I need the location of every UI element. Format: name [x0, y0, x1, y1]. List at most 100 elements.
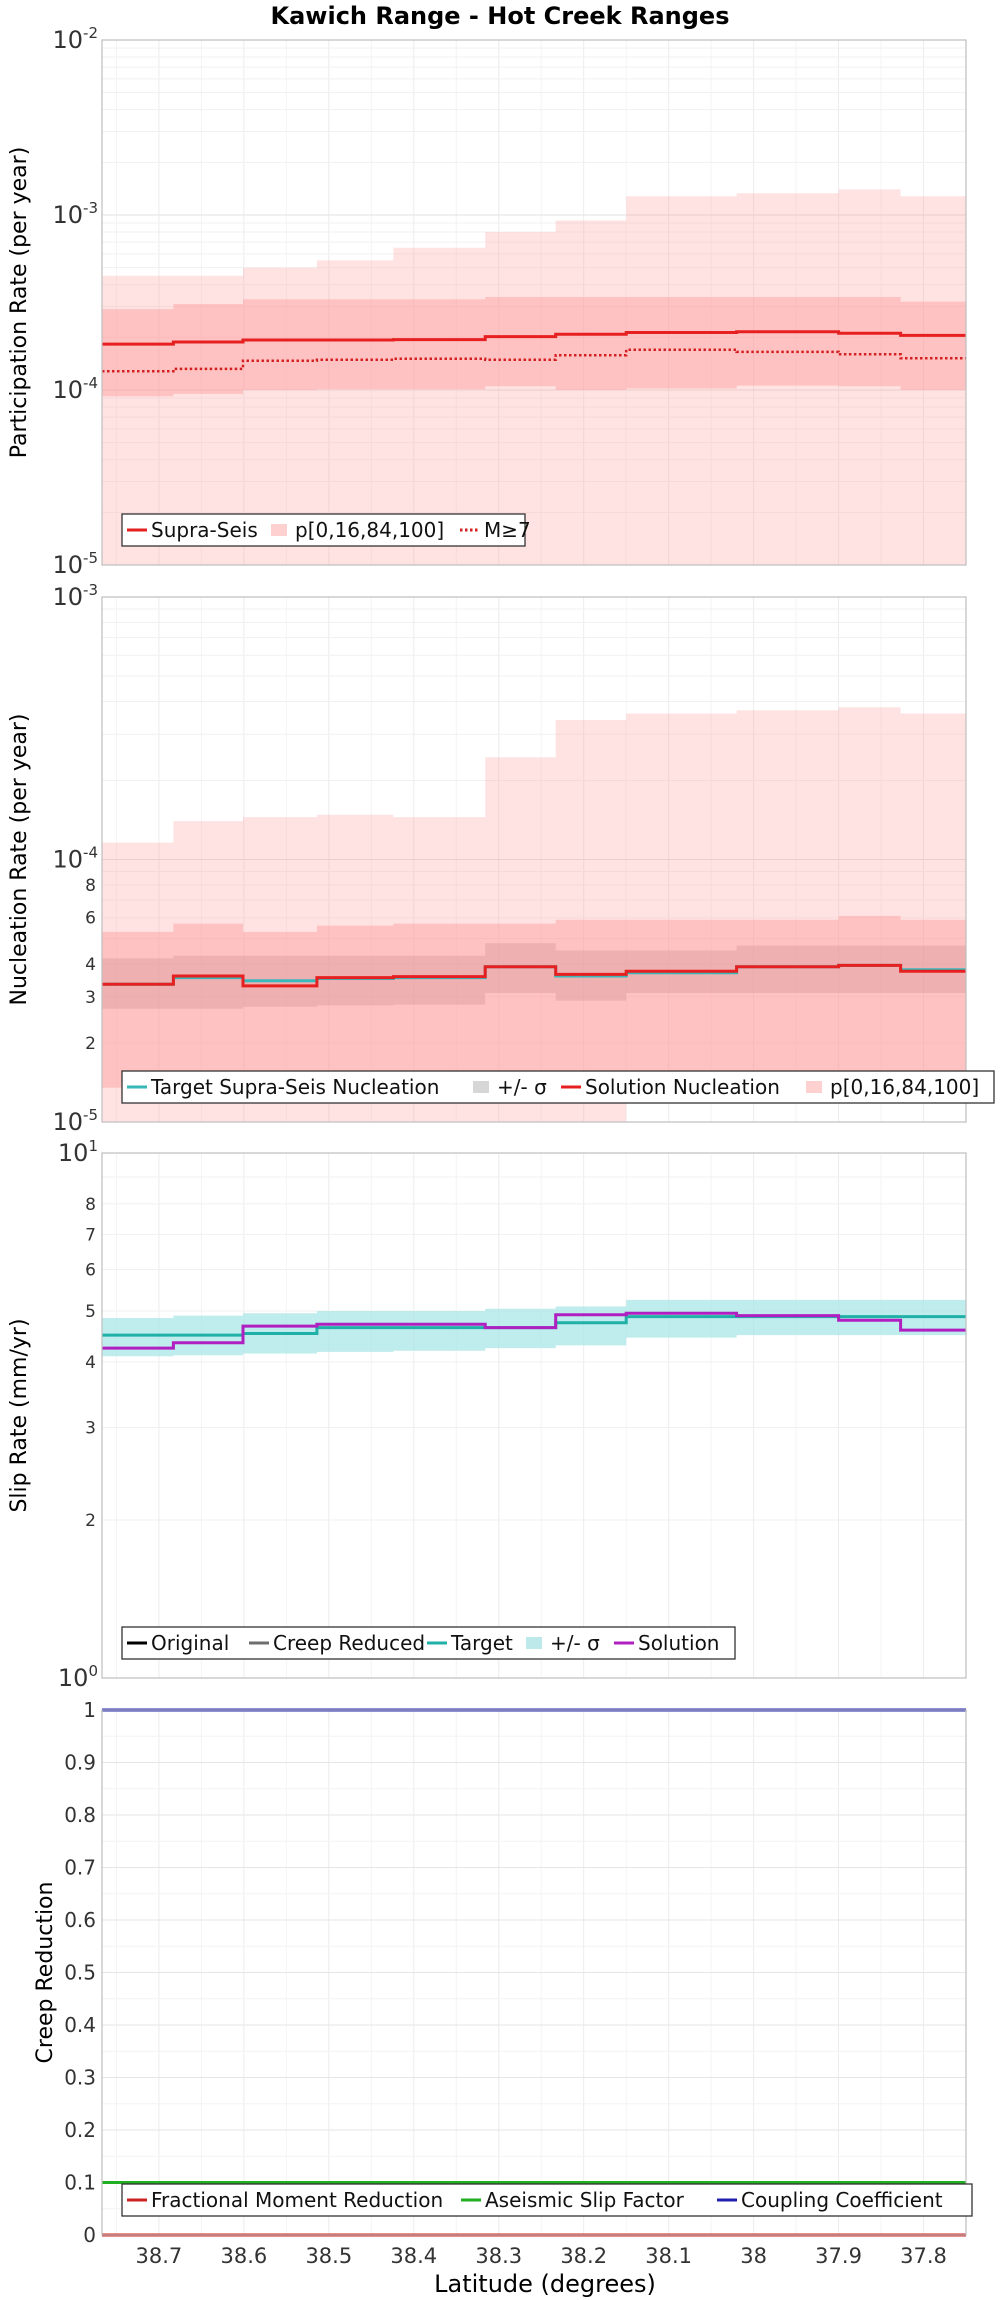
y-tick-label-minor: 3	[85, 988, 96, 1008]
legend-swatch	[526, 1637, 542, 1649]
legend-label: p[0,16,84,100]	[295, 518, 444, 542]
y-tick-label: 0.6	[64, 1908, 96, 1932]
y-tick-label-minor: 7	[85, 1225, 96, 1245]
legend-label: Solution Nucleation	[585, 1075, 780, 1099]
plot-frame	[101, 1709, 967, 2236]
grid	[102, 597, 966, 1122]
legend-swatch	[271, 524, 287, 536]
grid	[102, 1153, 966, 1678]
y-tick-labels: 10-5 10-4 10-3 10-2	[52, 24, 98, 579]
plot-frame	[101, 596, 967, 1123]
band-p-0-16-84-100-	[102, 189, 966, 565]
legend-label: Supra-Seis	[151, 518, 258, 542]
x-tick-labels: 38.7 38.6 38.5 38.4 38.3 38.2 38.1 38 37.9 37.8	[136, 2244, 947, 2268]
grid	[102, 1709, 966, 2236]
y-tick-labels: 100 101 2 3 4 5 6 7 8	[58, 1137, 98, 1692]
y-tick-label-minor: 2	[85, 1511, 96, 1531]
legend-label: p[0,16,84,100]	[830, 1075, 979, 1099]
y-tick-label: 100	[58, 1662, 98, 1692]
legend-box	[121, 1070, 995, 1104]
legend-box	[121, 513, 526, 547]
legend-box	[121, 2183, 973, 2217]
y-tick-label: 0.7	[64, 1856, 96, 1880]
band-p-0-16-84-100-	[102, 707, 966, 1122]
legend-label: +/- σ	[550, 1631, 600, 1655]
legend-swatch	[473, 1081, 489, 1093]
panel-4: 0 0.1 0.2 0.3 0.4 0.5 0.6 0.7 0.8 0.9 1 Creep Reduc…	[33, 1698, 973, 2268]
band-inner	[102, 915, 966, 1088]
y-tick-label-minor: 6	[85, 1260, 96, 1280]
y-tick-labels: 10-5 10-4 10-3 2 3 4 6 8	[52, 581, 98, 1136]
legend-label: Creep Reduced	[273, 1631, 425, 1655]
y-tick-label: 10-4	[52, 844, 98, 874]
chart-panels: 10-5 10-4 10-3 10-2 Participation Rate (per …	[7, 24, 995, 2268]
y-axis-label: Nucleation Rate (per year)	[7, 714, 32, 1006]
y-tick-label: 10-3	[52, 581, 98, 611]
y-tick-label: 0.8	[64, 1803, 96, 1827]
x-tick-label: 38.2	[560, 2244, 607, 2268]
band-inner	[102, 297, 966, 397]
panel-1: 10-5 10-4 10-3 10-2 Participation Rate (per …	[7, 24, 967, 579]
y-tick-label-minor: 8	[85, 1195, 96, 1215]
y-tick-label: 0.5	[64, 1961, 96, 1985]
y-tick-label-minor: 4	[85, 955, 96, 975]
panel-3: 100 101 2 3 4 5 6 7 8 Slip Rate (mm/yr) Original Cr…	[7, 1137, 967, 1692]
x-tick-label: 37.9	[815, 2244, 862, 2268]
y-axis-label: Creep Reduction	[33, 1882, 58, 2064]
x-tick-label: 38.7	[136, 2244, 183, 2268]
x-tick-label: 38.5	[305, 2244, 352, 2268]
y-tick-label: 101	[58, 1137, 98, 1167]
plot-frame	[101, 39, 967, 566]
y-tick-label-minor: 3	[85, 1419, 96, 1439]
panel-2: 10-5 10-4 10-3 2 3 4 6 8 Nucleation Rate (per ye…	[7, 581, 995, 1136]
plot-area	[102, 1153, 966, 1678]
y-tick-label-minor: 2	[85, 1034, 96, 1054]
legend-label: Solution	[638, 1631, 719, 1655]
y-tick-label: 0.3	[64, 2066, 96, 2090]
legend: Original Creep Reduced Target +/- σ Solution	[121, 1626, 736, 1660]
legend-label: Coupling Coefficient	[741, 2188, 943, 2212]
x-tick-label: 38.1	[645, 2244, 692, 2268]
y-tick-labels: 0 0.1 0.2 0.3 0.4 0.5 0.6 0.7 0.8 0.9 1	[64, 1698, 96, 2247]
y-tick-label: 0.9	[64, 1751, 96, 1775]
x-axis-label: Latitude (degrees)	[434, 2270, 656, 2298]
y-axis-label: Participation Rate (per year)	[7, 147, 32, 459]
x-tick-label: 38.6	[220, 2244, 267, 2268]
y-tick-label: 10-2	[52, 24, 98, 54]
y-axis-label: Slip Rate (mm/yr)	[7, 1318, 32, 1512]
x-tick-label: 37.8	[900, 2244, 947, 2268]
legend-label: Aseismic Slip Factor	[485, 2188, 685, 2212]
x-tick-label: 38.4	[390, 2244, 437, 2268]
legend-label: +/- σ	[497, 1075, 547, 1099]
grid	[102, 40, 966, 565]
y-tick-label-minor: 4	[85, 1353, 96, 1373]
legend-label: M≥7	[484, 518, 531, 542]
y-tick-label-minor: 5	[85, 1302, 96, 1322]
plot-area	[102, 40, 966, 565]
series-line-supra-seis	[102, 330, 966, 346]
plot-frame	[101, 1152, 967, 1679]
y-tick-label: 0.4	[64, 2013, 96, 2037]
series-line-solution-nucleation	[102, 963, 966, 988]
series-line-solution	[102, 1311, 966, 1350]
series-line-m-7	[102, 348, 966, 373]
y-tick-label-minor: 8	[85, 876, 96, 896]
legend: Supra-Seis p[0,16,84,100] M≥7	[121, 513, 531, 547]
y-tick-label: 1	[83, 1698, 96, 1722]
chart-title: Kawich Range - Hot Creek Ranges	[271, 2, 730, 30]
legend-label: Original	[151, 1631, 229, 1655]
legend-swatch	[806, 1081, 822, 1093]
y-tick-label: 10-4	[52, 374, 98, 404]
x-tick-label: 38	[740, 2244, 767, 2268]
x-tick-label: 38.3	[475, 2244, 522, 2268]
legend-label: Target Supra-Seis Nucleation	[150, 1075, 439, 1099]
y-tick-label: 0.1	[64, 2171, 96, 2195]
y-tick-label: 10-5	[52, 549, 98, 579]
legend: Fractional Moment Reduction Aseismic Slip…	[121, 2183, 973, 2217]
y-tick-label: 10-3	[52, 199, 98, 229]
y-tick-label-minor: 6	[85, 909, 96, 929]
y-tick-label: 0	[83, 2223, 96, 2247]
y-tick-label: 0.2	[64, 2118, 96, 2142]
band--	[102, 943, 966, 1009]
